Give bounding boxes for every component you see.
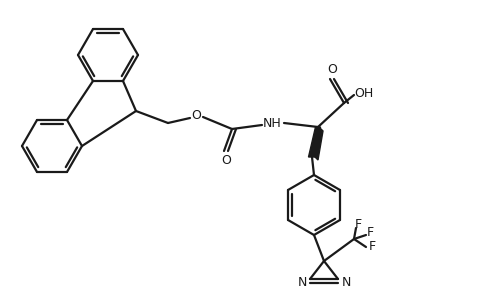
Polygon shape — [308, 127, 320, 157]
Text: N: N — [297, 275, 307, 289]
Polygon shape — [315, 128, 323, 160]
Text: OH: OH — [354, 87, 373, 99]
Text: F: F — [369, 241, 375, 253]
Text: F: F — [367, 226, 373, 240]
Text: O: O — [221, 153, 231, 167]
Text: O: O — [191, 108, 201, 121]
Text: NH: NH — [263, 116, 281, 129]
Text: N: N — [341, 275, 351, 289]
Text: O: O — [327, 63, 337, 75]
Text: F: F — [354, 218, 362, 232]
